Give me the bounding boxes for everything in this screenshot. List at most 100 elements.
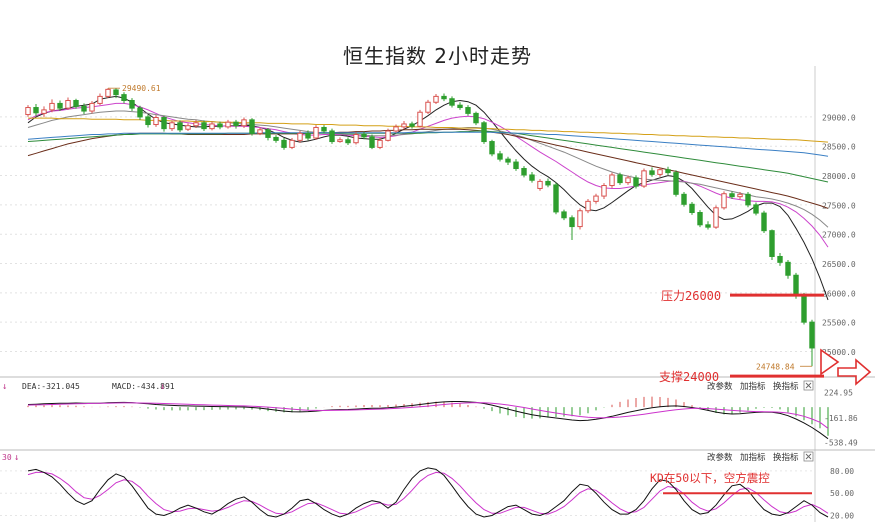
candle-body [409,123,415,127]
macd-control: 换指标 [773,381,799,392]
candle-body [217,123,223,128]
candle-body [441,95,447,100]
moving-average-line [27,128,829,209]
candle-body [241,119,247,127]
candle-body [705,224,711,228]
low-value-label: 24748.84 [756,362,795,371]
candle-body [33,107,39,114]
candle-body [177,122,183,131]
macd-legend-dea: DEA:-321.045 [22,382,80,391]
candle-body [553,184,559,213]
candle-body [401,123,407,128]
candle-body [513,161,519,170]
candle-body [321,126,327,132]
arrow-down-icon: ↓ [160,382,165,392]
candle-body [785,261,791,276]
y-tick-label: -538.49 [824,439,858,448]
candle-body [313,126,319,139]
candle-body [129,99,135,109]
candle-body [625,177,631,184]
candle-body [753,204,759,214]
candle-body [49,102,55,111]
candle-body [337,139,343,143]
y-tick-label: 26000.0 [822,289,856,298]
candle-body [201,122,207,130]
y-tick-label: 25500.0 [822,319,856,328]
candle-body [529,174,535,181]
candle-body [801,294,807,323]
candle-body [593,195,599,202]
candle-body [697,211,703,226]
candle-body [585,200,591,212]
close-icon-glyph [805,453,812,460]
candle-body [273,136,279,141]
candle-body [561,211,567,219]
y-tick-label: 27000.0 [822,231,856,240]
candle-body [57,102,63,109]
candle-body [497,153,503,160]
candle-body [105,88,111,97]
moving-average-line [27,131,829,157]
candle-body [425,101,431,113]
candle-body [577,210,583,228]
candle-body [633,177,639,187]
candle-body [97,95,103,104]
candle-body [809,321,815,349]
candle-body [257,129,263,134]
candle-body [521,168,527,176]
y-tick-label: 27500.0 [822,201,856,210]
moving-average-line [27,110,829,228]
candle-body [393,126,399,132]
candle-body [681,193,687,205]
macd-control: 加指标 [740,381,766,392]
candle-body [537,180,543,189]
close-icon-glyph [805,382,812,389]
candle-body [281,139,287,148]
candle-body [617,174,623,184]
candle-body [457,104,463,109]
kd-annotation-label: KD在50以下，空方震控 [650,471,770,485]
candle-body [193,122,199,127]
moving-average-line [27,130,829,183]
y-tick-label: 20.00 [830,512,854,521]
candle-body [121,94,127,101]
arrow-down-icon: ↓ [2,382,7,392]
candle-body [433,95,439,103]
y-tick-label: 25000.0 [822,348,856,357]
kd-top-left-label: 30 [2,453,12,462]
arrow-down-icon: ↓ [14,453,19,463]
candle-body [609,174,615,187]
candle-body [689,203,695,213]
candle-body [473,112,479,124]
candle-body [385,130,391,141]
candle-body [233,121,239,127]
candle-body [649,170,655,175]
kd-control: 加指标 [740,452,766,463]
candle-body [721,193,727,209]
candle-body [249,119,255,134]
y-tick-label: 50.00 [830,489,854,498]
y-tick-label: 28000.0 [822,172,856,181]
arrow-icon [820,348,872,386]
candle-body [225,121,231,128]
candle-body [505,158,511,163]
high-value-label: 29490.61 [122,84,161,93]
dea-line [27,402,829,429]
candle-body [137,107,143,118]
candle-body [161,116,167,130]
candle-body [545,180,551,186]
chart-title: 恒生指数 2小时走势 [342,44,533,68]
candle-body [25,107,31,116]
candle-body [41,109,47,114]
macd-legend-macd: MACD:-434.891 [112,382,175,391]
candle-body [713,207,719,228]
candle-body [673,172,679,195]
candle-body [289,139,295,148]
candle-body [169,122,175,130]
candle-body [641,170,647,187]
candle-body [569,217,575,228]
annotation-label: 支撑24000 [659,369,719,384]
y-tick-label: -161.86 [824,414,858,423]
candle-body [745,193,751,206]
